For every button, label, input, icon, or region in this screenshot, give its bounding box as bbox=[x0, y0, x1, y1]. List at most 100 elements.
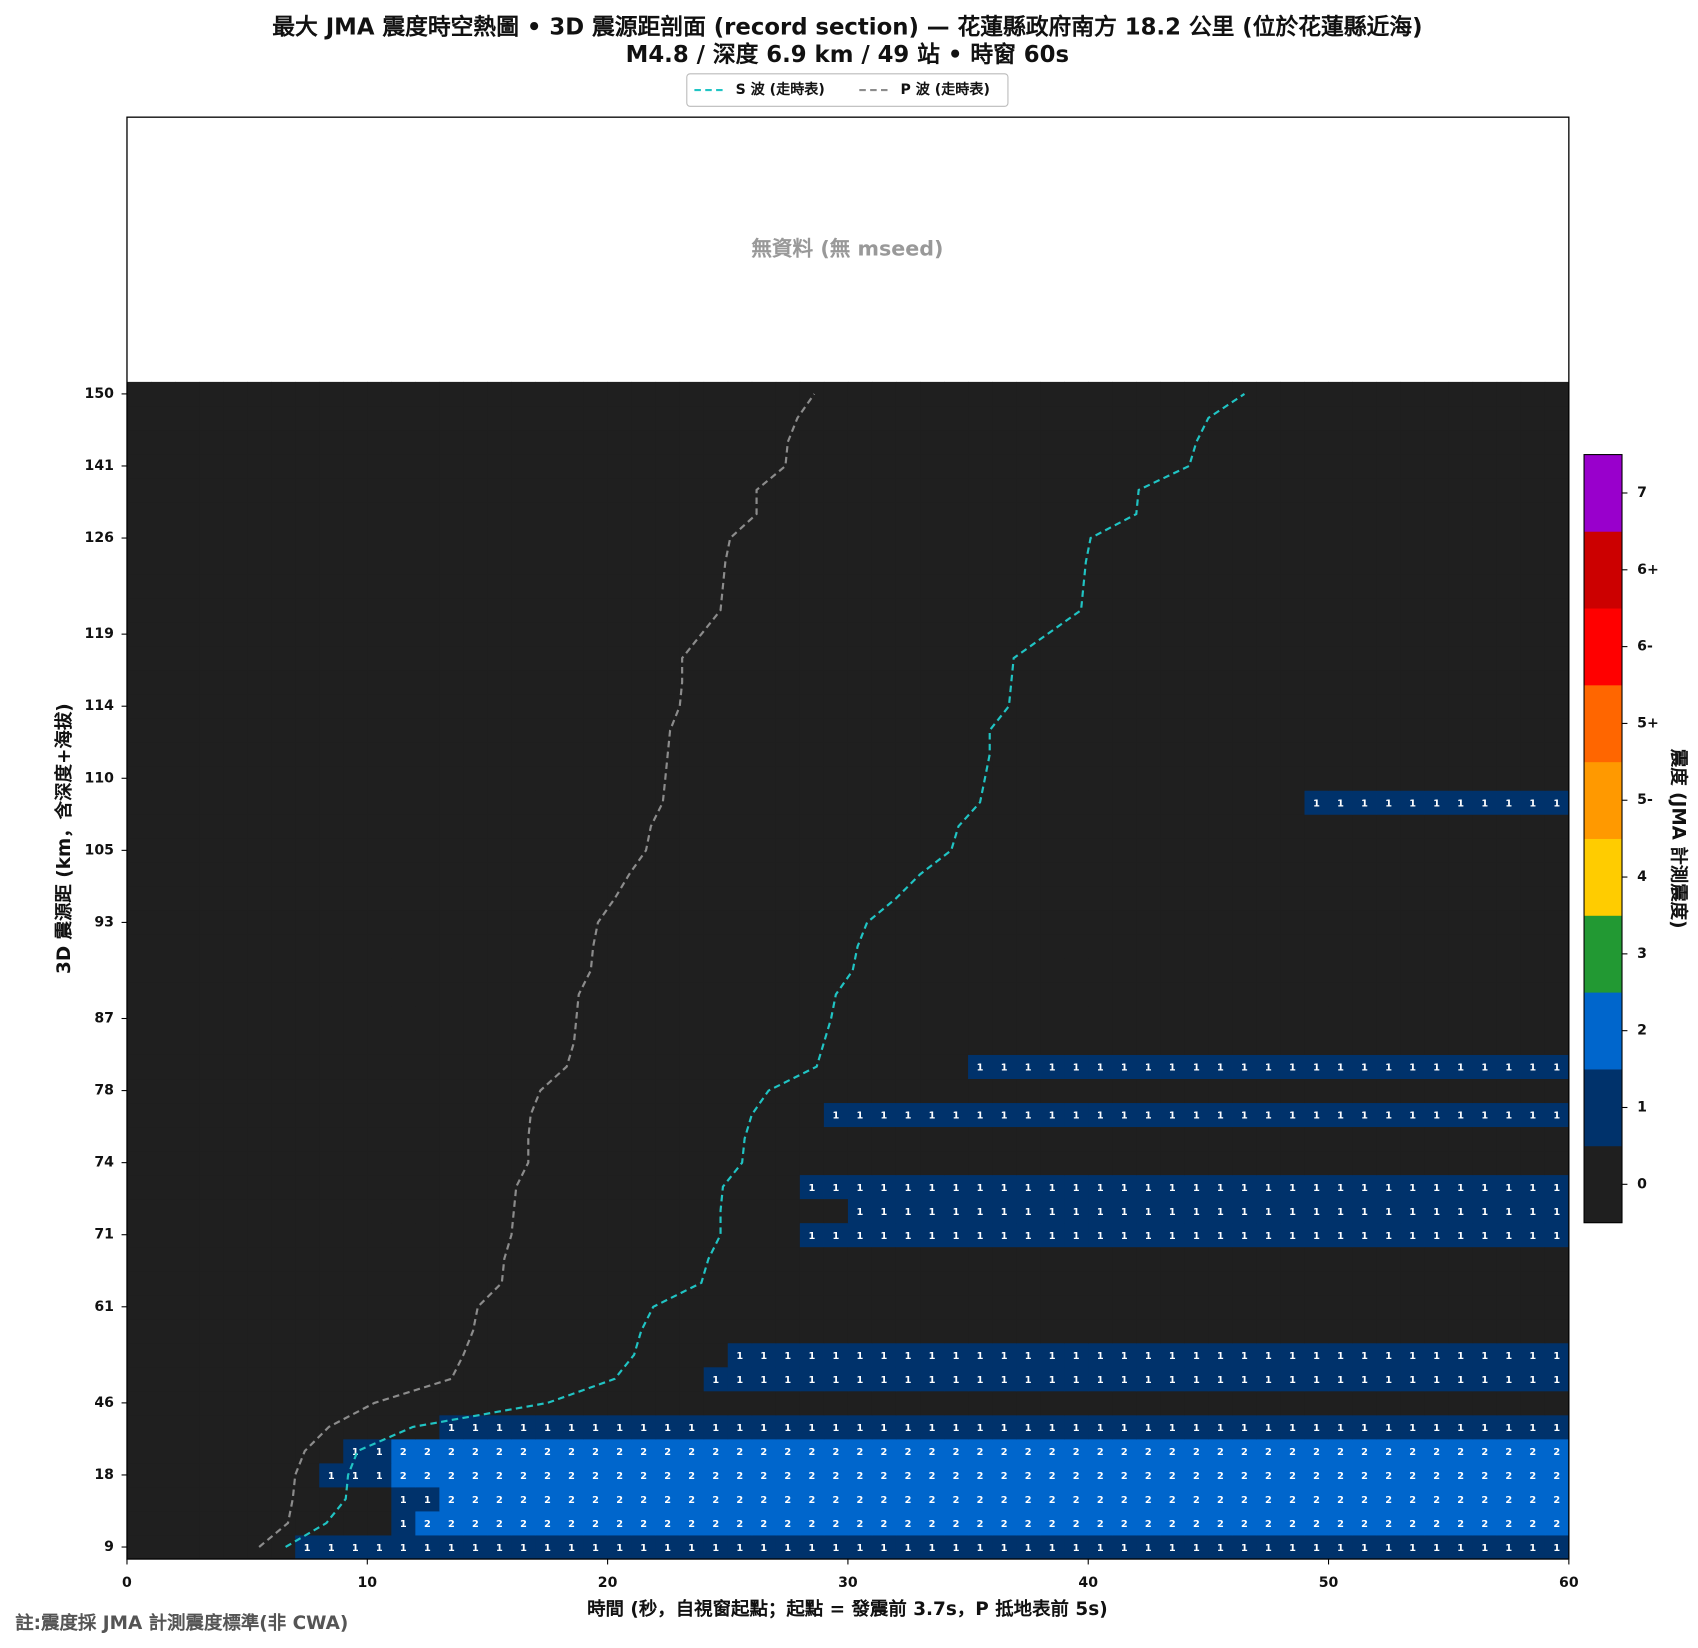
cell-label: 1 bbox=[1481, 1543, 1488, 1554]
heat-cell bbox=[1376, 1126, 1402, 1152]
heat-cell bbox=[655, 910, 681, 935]
heat-cell bbox=[775, 574, 801, 599]
heat-cell bbox=[992, 526, 1017, 551]
heat-cell bbox=[1496, 1318, 1522, 1344]
heat-cell bbox=[968, 550, 993, 575]
heat-cell bbox=[1040, 1246, 1065, 1272]
heat-cell bbox=[1232, 574, 1257, 599]
heat-cell bbox=[727, 886, 753, 911]
heat-cell bbox=[559, 934, 585, 959]
cell-label: 2 bbox=[1433, 1519, 1440, 1530]
heat-cell bbox=[944, 1535, 969, 1560]
heat-cell bbox=[1064, 1030, 1089, 1055]
heat-cell bbox=[583, 381, 609, 407]
heat-cell bbox=[751, 526, 777, 551]
heat-cell bbox=[1304, 574, 1329, 599]
heat-cell bbox=[559, 1510, 585, 1536]
heat-cell bbox=[535, 862, 560, 887]
heat-cell bbox=[463, 982, 488, 1007]
heat-cell bbox=[415, 790, 440, 815]
heat-cell bbox=[631, 646, 657, 671]
heat-cell bbox=[1328, 1150, 1354, 1176]
heat-cell bbox=[271, 886, 296, 911]
cell-label: 2 bbox=[1289, 1447, 1296, 1458]
heat-cell bbox=[1472, 1414, 1498, 1440]
heat-cell bbox=[1448, 502, 1474, 527]
heat-cell bbox=[367, 814, 392, 839]
heat-cell bbox=[992, 742, 1017, 767]
heat-cell bbox=[799, 622, 825, 647]
cell-label: 2 bbox=[1025, 1519, 1032, 1530]
heat-cell bbox=[1160, 1342, 1185, 1368]
heat-cell bbox=[223, 1342, 248, 1368]
heat-cell bbox=[1040, 646, 1065, 671]
heat-cell bbox=[126, 477, 152, 503]
heat-cell bbox=[535, 1222, 560, 1248]
heat-cell bbox=[1040, 982, 1065, 1007]
heat-cell bbox=[559, 574, 585, 599]
heat-cell bbox=[871, 1006, 897, 1031]
heat-cell bbox=[968, 838, 993, 863]
heat-cell bbox=[271, 718, 296, 743]
heat-cell bbox=[151, 1438, 176, 1464]
heat-cell bbox=[199, 622, 224, 647]
heat-cell bbox=[295, 742, 320, 767]
heat-cell bbox=[1328, 574, 1354, 599]
heat-cell bbox=[703, 1390, 729, 1416]
heat-cell bbox=[439, 1054, 464, 1080]
heat-cell bbox=[1496, 1150, 1522, 1176]
heat-cell bbox=[391, 405, 416, 431]
heat-cell bbox=[559, 646, 585, 671]
heat-cell bbox=[271, 1078, 296, 1104]
heat-cell bbox=[679, 862, 705, 887]
heat-cell bbox=[751, 1174, 777, 1200]
heat-cell bbox=[871, 526, 897, 551]
heat-cell bbox=[1304, 694, 1329, 719]
cell-label: 2 bbox=[616, 1519, 623, 1530]
heat-cell bbox=[631, 1390, 657, 1416]
heat-cell bbox=[1352, 429, 1378, 455]
heat-cell bbox=[1280, 429, 1305, 455]
cell-label: 1 bbox=[1289, 1543, 1296, 1554]
heat-cell bbox=[1232, 1294, 1257, 1320]
heat-cell bbox=[1064, 1318, 1089, 1344]
heat-cell bbox=[895, 1126, 921, 1152]
heat-cell bbox=[511, 574, 536, 599]
heat-cell bbox=[1160, 910, 1185, 935]
heat-cell bbox=[367, 1390, 392, 1416]
heat-cell bbox=[1496, 1438, 1522, 1464]
heat-cell bbox=[751, 1150, 777, 1176]
cell-label: 1 bbox=[929, 1351, 936, 1362]
heat-cell bbox=[1280, 910, 1305, 935]
cell-label: 2 bbox=[1481, 1447, 1488, 1458]
heat-cell bbox=[126, 526, 152, 551]
heat-cell bbox=[343, 1318, 368, 1344]
heat-cell bbox=[968, 1030, 993, 1055]
heat-cell bbox=[151, 550, 176, 575]
heat-cell bbox=[968, 670, 993, 695]
heat-cell bbox=[1424, 1006, 1450, 1031]
heat-cell bbox=[1016, 1054, 1041, 1080]
heat-cell bbox=[126, 1390, 152, 1416]
heat-cell bbox=[655, 574, 681, 599]
cell-label: 1 bbox=[1049, 1351, 1056, 1362]
heat-cell bbox=[175, 550, 200, 575]
cell-label: 2 bbox=[1289, 1495, 1296, 1506]
heat-cell bbox=[992, 934, 1017, 959]
heat-cell bbox=[1112, 1078, 1137, 1104]
heat-cell bbox=[631, 1078, 657, 1104]
heat-cell bbox=[295, 1030, 320, 1055]
heat-cell bbox=[343, 1366, 368, 1392]
heat-cell bbox=[1472, 477, 1498, 503]
heat-cell bbox=[607, 1462, 633, 1488]
heat-cell bbox=[126, 1246, 152, 1272]
heat-cell bbox=[1208, 1030, 1233, 1055]
heat-cell bbox=[895, 1198, 921, 1224]
heat-cell bbox=[1496, 1535, 1522, 1560]
heat-cell bbox=[1112, 1270, 1137, 1296]
heat-cell bbox=[151, 1222, 176, 1248]
heat-cell bbox=[775, 1486, 801, 1512]
heat-cell bbox=[511, 718, 536, 743]
heat-cell bbox=[992, 1126, 1017, 1152]
heat-cell bbox=[1112, 982, 1137, 1007]
